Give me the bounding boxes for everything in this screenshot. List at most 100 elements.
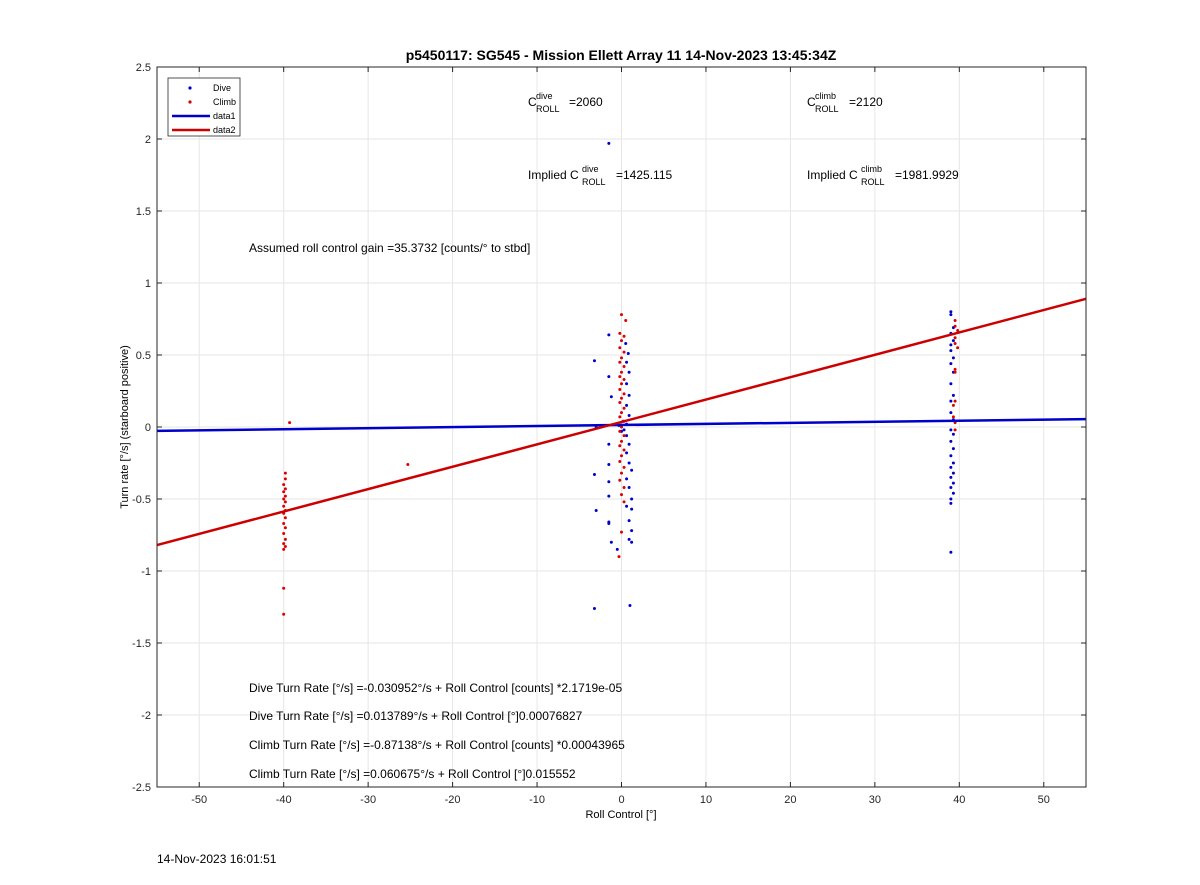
dive-point [949, 550, 953, 554]
dive-point [630, 507, 634, 511]
climb-point [282, 586, 286, 590]
climb-point [618, 478, 622, 482]
dive-point [624, 341, 628, 345]
climb-point [953, 399, 957, 403]
dive-point [951, 339, 955, 343]
legend-climb-label: Climb [213, 97, 236, 107]
climb-point [282, 521, 286, 525]
dive-point [607, 141, 611, 145]
c-roll-climb-value: =2120 [849, 95, 883, 109]
implied-climb-sup: climb [861, 164, 882, 174]
dive-point [949, 310, 953, 314]
c-roll-climb-sup: climb [815, 91, 836, 101]
annotation-c-roll-dive: C dive ROLL =2060 [528, 91, 603, 114]
x-tick-label: 20 [784, 794, 796, 806]
climb-point [622, 406, 626, 410]
dive-point [607, 375, 611, 379]
dive-point [622, 428, 626, 432]
dive-point [607, 480, 611, 484]
dive-point [625, 360, 629, 364]
x-tick-label: -50 [191, 794, 207, 806]
dive-point [607, 521, 611, 525]
climb-point [953, 318, 957, 322]
data2-fit-line [156, 297, 1087, 547]
dive-point [949, 382, 953, 386]
c-roll-dive-base: C [528, 95, 537, 109]
dive-point [949, 497, 953, 501]
climb-point [618, 375, 622, 379]
y-tick-label: -1 [141, 566, 151, 578]
climb-point [282, 490, 286, 494]
dive-point [949, 411, 953, 415]
climb-point [953, 336, 957, 340]
equation-climb-degrees: Climb Turn Rate [°/s] =0.060675°/s + Rol… [249, 767, 576, 781]
annotation-c-roll-climb: C climb ROLL =2120 [807, 91, 883, 114]
climb-point [620, 339, 623, 343]
implied-dive-prefix: Implied C [528, 168, 579, 182]
dive-point [630, 529, 634, 533]
dive-point [627, 537, 631, 541]
dive-point [627, 370, 631, 374]
climb-point [622, 448, 626, 452]
climb-point [618, 388, 622, 392]
dive-point [594, 509, 598, 513]
climb-point [620, 356, 623, 360]
climb-point [618, 429, 622, 433]
climb-point [951, 403, 955, 407]
climb-point [618, 360, 622, 364]
climb-point [618, 401, 622, 405]
legend-dive-marker [188, 86, 192, 90]
dive-point [951, 461, 955, 465]
dive-point [607, 442, 611, 446]
climb-point [622, 434, 626, 438]
x-tick-label: 50 [1038, 794, 1050, 806]
data1-fit-line [156, 417, 1087, 433]
implied-climb-sub: ROLL [861, 177, 885, 187]
climb-point [282, 497, 286, 501]
climb-point [406, 462, 410, 466]
climb-point [620, 454, 623, 458]
dive-point [630, 540, 634, 544]
dive-point [949, 362, 953, 366]
dive-points [592, 141, 955, 610]
dive-point [627, 519, 631, 523]
climb-point [283, 477, 287, 481]
dive-point [951, 491, 955, 495]
dive-point [949, 501, 953, 505]
climb-point [618, 346, 622, 350]
x-tick-label: -10 [529, 794, 545, 806]
implied-climb-value: =1981.9929 [895, 168, 959, 182]
dive-point [951, 447, 955, 451]
dive-point [949, 454, 953, 458]
dive-point [951, 471, 955, 475]
climb-point [622, 350, 626, 354]
y-tick-label: -1.5 [132, 638, 151, 650]
footer-timestamp: 14-Nov-2023 16:01:51 [157, 852, 277, 866]
x-tick-label: -20 [445, 794, 461, 806]
dive-point [625, 451, 629, 455]
legend-box [167, 77, 241, 137]
dive-point [949, 485, 953, 489]
climb-point [956, 346, 960, 350]
climb-point [953, 367, 957, 371]
implied-climb-prefix: Implied C [807, 168, 858, 182]
y-tick-label: -2.5 [132, 782, 151, 794]
dive-point [949, 349, 953, 353]
c-roll-climb-base: C [807, 95, 816, 109]
legend-data1-label: data1 [213, 111, 236, 121]
equation-dive-counts: Dive Turn Rate [°/s] =-0.030952°/s + Rol… [249, 681, 622, 695]
dive-point [627, 413, 631, 417]
climb-point [283, 545, 287, 549]
dive-point [607, 462, 611, 466]
climb-point [620, 439, 623, 443]
equation-climb-counts: Climb Turn Rate [°/s] =-0.87138°/s + Rol… [249, 738, 625, 752]
equation-dive-degrees: Dive Turn Rate [°/s] =0.013789°/s + Roll… [249, 709, 583, 723]
dive-point [951, 432, 955, 436]
climb-point [620, 382, 623, 386]
legend: Dive Climb data1 data2 [167, 77, 241, 137]
y-tick-label: 1 [145, 278, 151, 290]
x-tick-label: -40 [276, 794, 292, 806]
climb-point [622, 392, 626, 396]
c-roll-dive-value: =2060 [569, 95, 603, 109]
